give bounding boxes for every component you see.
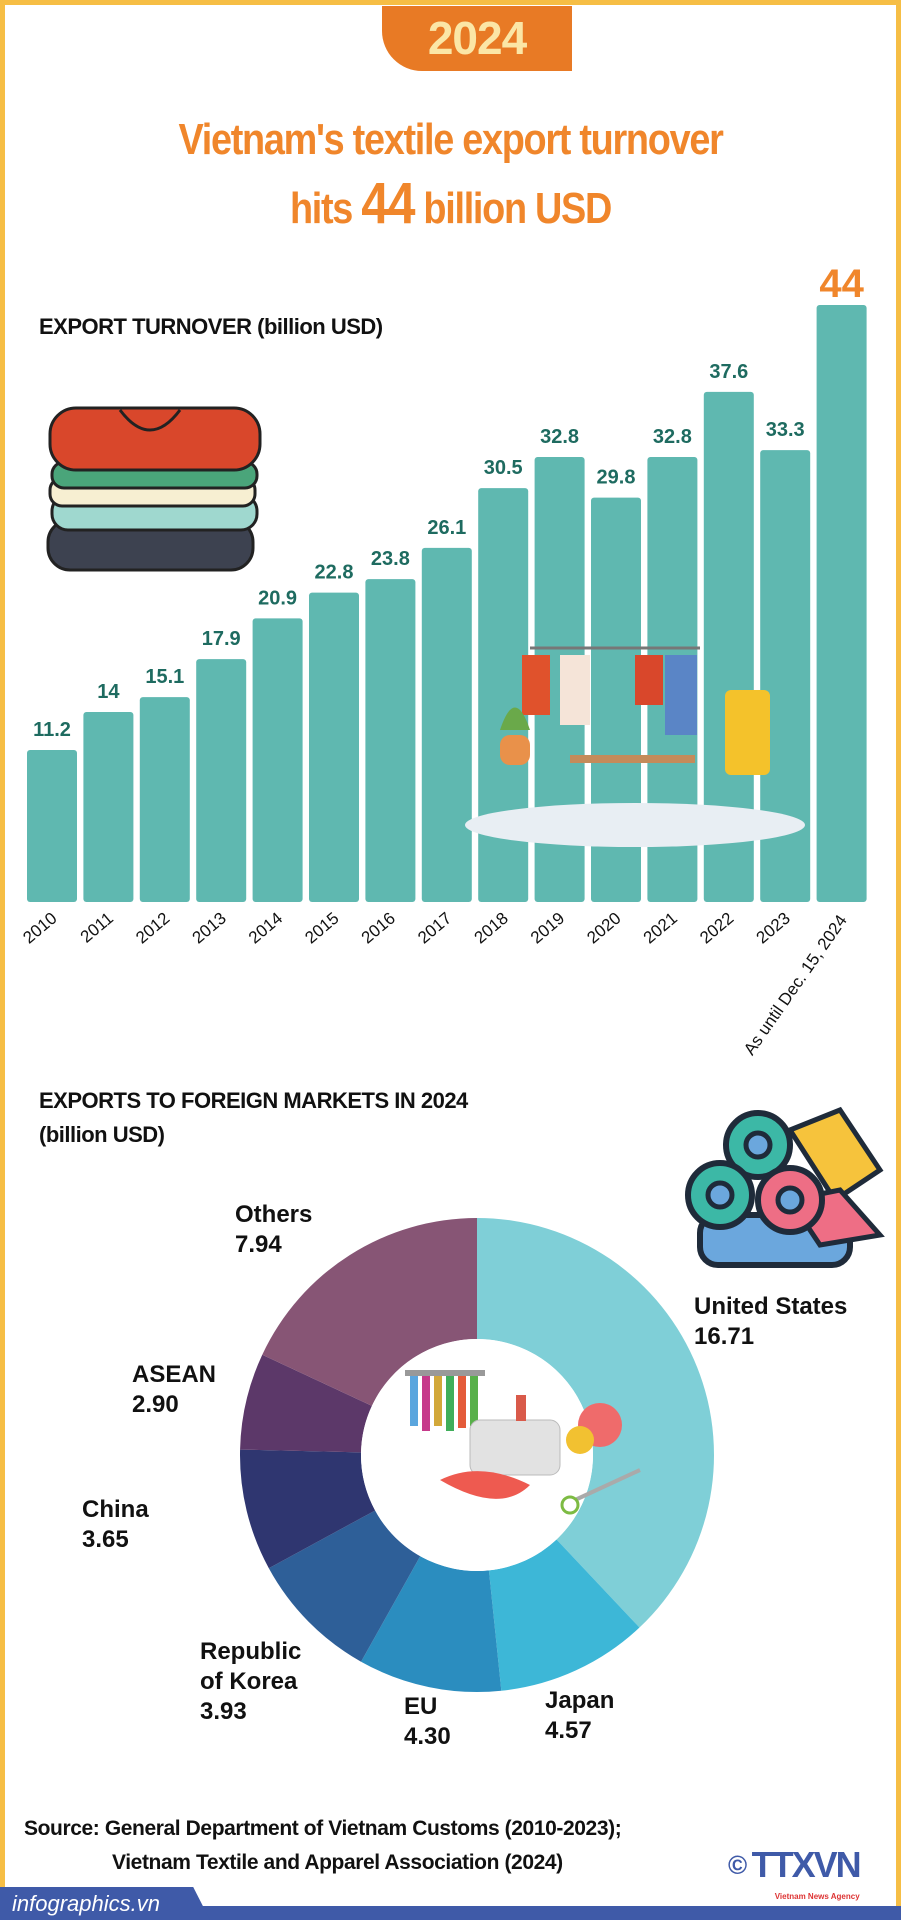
- source-line2: Vietnam Textile and Apparel Association …: [112, 1851, 563, 1874]
- year-badge: 2024: [382, 6, 572, 71]
- pie-label-korea: Republic of Korea 3.93: [200, 1637, 301, 1727]
- bar-value-label: 15.1: [145, 666, 184, 688]
- bar-value-label: 33.3: [766, 419, 805, 441]
- bar-value-label: 44: [819, 262, 864, 306]
- ttxvn-logo: © TTXVN Vietnam News Agency: [728, 1844, 862, 1902]
- label-value: 2.90: [132, 1391, 179, 1418]
- label-name: Republic: [200, 1638, 302, 1665]
- pie-label-eu: EU 4.30: [404, 1692, 451, 1752]
- title-number: 44: [361, 171, 415, 236]
- bar-value-label: 26.1: [427, 517, 466, 539]
- bar-9: [534, 456, 585, 902]
- slice-others: [262, 1218, 477, 1406]
- bar-10: [591, 497, 641, 902]
- bar-value-label: 30.5: [484, 457, 523, 479]
- bar-7: [421, 547, 472, 902]
- label-value: 4.30: [404, 1723, 451, 1750]
- source-note: Source: General Department of Vietnam Cu…: [24, 1812, 622, 1880]
- clothing-rack-illustration: [465, 646, 805, 847]
- pie-label-asean: ASEAN 2.90: [132, 1360, 216, 1420]
- pie-label-united-states: United States 16.71: [694, 1292, 847, 1352]
- pie-chart-title: EXPORTS TO FOREIGN MARKETS IN 2024: [39, 1088, 468, 1113]
- bar-14: [816, 305, 867, 902]
- pie-label-china: China 3.65: [82, 1495, 149, 1555]
- label-name: China: [82, 1496, 149, 1523]
- logo-subtitle: Vietnam News Agency: [774, 1892, 860, 1901]
- bar-value-label: 32.8: [653, 426, 692, 448]
- label-name: EU: [404, 1693, 438, 1720]
- copyright-icon: ©: [728, 1850, 748, 1880]
- slice-japan: [488, 1539, 640, 1691]
- pie-label-others: Others 7.94: [235, 1200, 312, 1260]
- slice-china: [240, 1449, 376, 1569]
- footer-bar: [0, 1906, 901, 1920]
- bar-value-label: 23.8: [371, 548, 410, 570]
- source-line1: General Department of Vietnam Customs (2…: [104, 1817, 622, 1840]
- pie-chart-subtitle: (billion USD): [39, 1122, 165, 1147]
- label-value: 3.65: [82, 1526, 129, 1553]
- slice-eu: [361, 1556, 502, 1692]
- label-value: 4.57: [545, 1717, 592, 1744]
- pie-label-japan: Japan 4.57: [545, 1686, 614, 1746]
- bar-2: [139, 697, 190, 902]
- slice-republic-of-korea: [268, 1510, 421, 1662]
- bar-6: [365, 579, 416, 902]
- bar-value-label: 22.8: [315, 562, 354, 584]
- bar-value-label: 32.8: [540, 426, 579, 448]
- bar-0: [27, 750, 77, 902]
- bar-1: [83, 712, 134, 902]
- page-title-line2: hits 44 billion USD: [63, 175, 838, 237]
- bar-value-label: 17.9: [202, 628, 241, 650]
- label-name-2: of Korea: [200, 1668, 298, 1695]
- bar-value-label: 11.2: [33, 719, 71, 741]
- folded-clothes-illustration: [46, 406, 262, 572]
- label-name: Others: [235, 1201, 313, 1228]
- page-title-line1: Vietnam's textile export turnover: [178, 115, 723, 164]
- logo-text: TTXVN: [751, 1844, 862, 1885]
- title-pre: hits: [289, 184, 353, 233]
- bar-4: [252, 618, 303, 902]
- bar-chart: 11.2201014201115.1201217.9201320.9201422…: [19, 262, 867, 1059]
- footer-site-link[interactable]: infographics.vn: [0, 1887, 210, 1920]
- bar-chart-title: EXPORT TURNOVER (billion USD): [39, 314, 383, 339]
- slice-asean: [240, 1354, 372, 1453]
- label-name: ASEAN: [132, 1361, 217, 1388]
- label-name: United States: [694, 1293, 848, 1320]
- bar-13: [760, 450, 811, 902]
- label-value: 3.93: [200, 1698, 247, 1725]
- bar-8: [478, 488, 529, 902]
- bar-value-label: 14: [97, 681, 120, 703]
- bar-value-label: 29.8: [597, 467, 636, 489]
- bar-3: [196, 659, 247, 902]
- label-value: 7.94: [235, 1231, 282, 1258]
- donut-hole: [361, 1339, 593, 1571]
- label-value: 16.71: [694, 1323, 755, 1350]
- bar-value-label: 20.9: [258, 587, 297, 609]
- label-name: Japan: [545, 1687, 615, 1714]
- source-prefix: Source:: [24, 1817, 100, 1840]
- bar-5: [309, 592, 359, 902]
- bar-value-label: 37.6: [709, 361, 748, 383]
- title-post: billion USD: [423, 184, 612, 233]
